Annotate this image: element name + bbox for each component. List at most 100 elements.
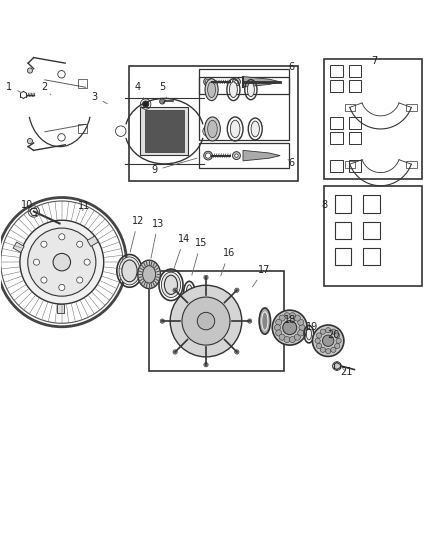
Circle shape [205, 153, 211, 158]
Text: 14: 14 [174, 234, 190, 268]
Bar [349, 80, 361, 92]
Ellipse shape [259, 308, 271, 334]
Circle shape [33, 259, 39, 265]
Ellipse shape [138, 260, 160, 288]
Bar [335, 222, 351, 239]
Text: 5: 5 [159, 82, 166, 98]
Circle shape [84, 259, 90, 265]
Bar [78, 79, 88, 88]
Bar [13, 242, 24, 253]
Bar [335, 248, 351, 265]
Polygon shape [243, 77, 280, 87]
Circle shape [317, 333, 321, 338]
Circle shape [320, 347, 325, 352]
Ellipse shape [186, 285, 192, 301]
Circle shape [173, 350, 177, 354]
Circle shape [325, 349, 331, 354]
Bar [141, 107, 188, 155]
Bar [345, 104, 355, 111]
Circle shape [235, 350, 239, 354]
Text: 15: 15 [192, 238, 207, 275]
Bar [130, 66, 297, 181]
Ellipse shape [262, 312, 268, 330]
Circle shape [58, 134, 65, 141]
Bar [324, 185, 422, 286]
Circle shape [272, 310, 307, 345]
Circle shape [59, 234, 65, 240]
Ellipse shape [208, 120, 217, 138]
Bar [330, 80, 343, 92]
Bar [57, 304, 64, 313]
Bar [335, 195, 351, 213]
Circle shape [27, 139, 32, 144]
Circle shape [279, 315, 285, 321]
Circle shape [182, 297, 230, 345]
Circle shape [284, 313, 290, 319]
Text: 11: 11 [78, 201, 91, 211]
Circle shape [53, 253, 71, 271]
Circle shape [204, 151, 212, 160]
Circle shape [41, 277, 47, 283]
Circle shape [173, 288, 177, 293]
Bar [363, 222, 380, 239]
Circle shape [204, 275, 208, 280]
Bar [363, 248, 380, 265]
Text: 3: 3 [92, 92, 107, 104]
Bar [406, 160, 417, 168]
Circle shape [77, 241, 83, 247]
Circle shape [317, 343, 321, 349]
Circle shape [335, 343, 340, 349]
Text: 10: 10 [21, 200, 33, 211]
Text: 19: 19 [306, 322, 318, 332]
Text: 2: 2 [41, 82, 51, 95]
Circle shape [331, 347, 336, 352]
Circle shape [335, 333, 340, 338]
Bar [330, 117, 343, 130]
Circle shape [233, 152, 240, 159]
Circle shape [235, 80, 238, 84]
Circle shape [197, 312, 215, 330]
Bar [199, 143, 289, 168]
Ellipse shape [119, 257, 140, 285]
Circle shape [59, 285, 65, 290]
Text: 20: 20 [328, 330, 340, 341]
Ellipse shape [230, 82, 237, 98]
Circle shape [294, 334, 300, 340]
Text: 8: 8 [321, 199, 328, 209]
Text: 13: 13 [151, 219, 164, 258]
Bar [349, 117, 361, 130]
Bar [349, 132, 361, 144]
Text: 17: 17 [252, 265, 270, 287]
Bar [149, 271, 285, 372]
Bar [330, 160, 343, 172]
Circle shape [41, 241, 47, 247]
Bar [87, 236, 98, 246]
Text: 6: 6 [288, 158, 295, 167]
Bar [78, 124, 88, 133]
Ellipse shape [164, 275, 177, 294]
Circle shape [170, 285, 242, 357]
Circle shape [315, 338, 320, 343]
Text: 6: 6 [288, 62, 295, 72]
Circle shape [235, 154, 238, 157]
Circle shape [28, 228, 96, 296]
Text: 1: 1 [7, 82, 22, 93]
Circle shape [143, 101, 149, 107]
Bar [199, 69, 289, 94]
Text: 18: 18 [284, 315, 296, 328]
Circle shape [204, 362, 208, 367]
Circle shape [247, 319, 252, 323]
Circle shape [336, 338, 341, 343]
Circle shape [276, 330, 282, 336]
Circle shape [322, 335, 334, 346]
Circle shape [332, 362, 341, 370]
Circle shape [284, 336, 290, 343]
Circle shape [298, 330, 304, 336]
Circle shape [298, 319, 304, 325]
Circle shape [276, 319, 282, 325]
Circle shape [312, 325, 344, 357]
Text: 7: 7 [371, 56, 377, 66]
Circle shape [77, 277, 83, 283]
Circle shape [116, 126, 126, 136]
Circle shape [233, 78, 240, 86]
